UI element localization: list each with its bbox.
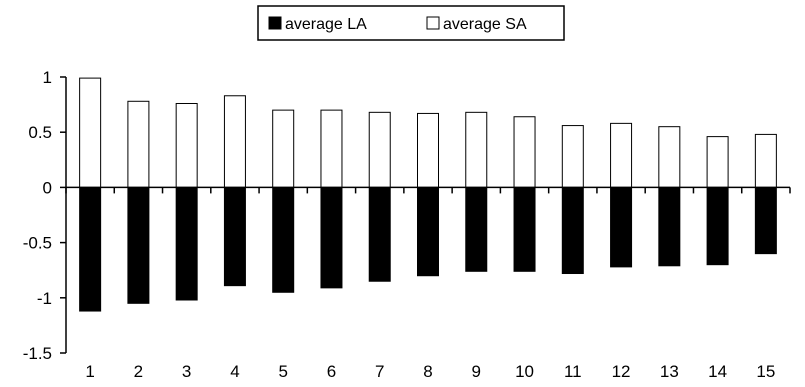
bar-average-la [610,186,633,268]
x-tick-label: 15 [756,362,775,381]
x-tick-label: 5 [278,362,287,381]
bar-average-la [658,186,681,267]
bar-average-la [754,186,777,255]
x-tick-label: 9 [472,362,481,381]
legend-label-sa: average SA [443,16,527,33]
y-tick-label: -0.5 [23,234,52,253]
bar-average-sa [272,109,295,188]
bar-average-la [175,186,198,301]
y-tick-label: 0.5 [28,123,52,142]
bar-average-la [127,186,150,304]
bar-average-la [79,186,102,312]
legend-swatch-sa [426,16,440,30]
x-tick-label: 3 [182,362,191,381]
bar-average-sa [127,100,150,188]
x-tick-label: 11 [564,362,582,381]
y-tick-label: 0 [43,178,52,197]
x-tick-label: 12 [612,362,631,381]
bar-average-la [223,186,246,287]
y-tick-label: -1.5 [23,344,52,363]
bar-average-sa [465,111,488,188]
bar-average-sa [175,102,198,188]
bar-average-la [561,186,584,275]
bar-average-la [513,186,536,272]
y-tick-label: -1 [37,289,52,308]
legend-label-la: average LA [285,16,367,33]
bar-average-sa [658,126,681,188]
bar-average-sa [223,95,246,188]
bar-average-sa [706,136,729,188]
legend: average LA average SA [257,5,565,41]
bar-average-sa [561,125,584,188]
x-tick-label: 8 [423,362,432,381]
x-tick-label: 10 [515,362,534,381]
x-tick-label: 1 [85,362,94,381]
x-tick-label: 13 [660,362,679,381]
x-tick-label: 6 [327,362,336,381]
x-tick-label: 4 [230,362,239,381]
x-tick-label: 7 [375,362,384,381]
bar-average-la [465,186,488,272]
bar-average-la [320,186,343,289]
x-tick-label: 14 [708,362,727,381]
bar-average-sa [754,133,777,188]
bar-average-sa [417,112,439,188]
bar-average-sa [79,77,102,188]
bar-average-sa [610,122,633,188]
legend-swatch-la [268,16,282,30]
bar-average-sa [368,111,391,188]
bar-average-sa [320,109,343,188]
x-tick-label: 2 [134,362,143,381]
bar-average-la [706,186,729,266]
y-tick-label: 1 [43,68,52,87]
bar-average-la [272,186,295,293]
bar-average-la [368,186,391,282]
bar-average-sa [513,116,536,188]
plot-area: -1.5-1-0.500.511 2 3 4 5 6 7 8 9 10 11 12 13 14 15 [23,68,791,381]
legend-box [257,5,565,41]
bar-average-la [417,186,439,277]
